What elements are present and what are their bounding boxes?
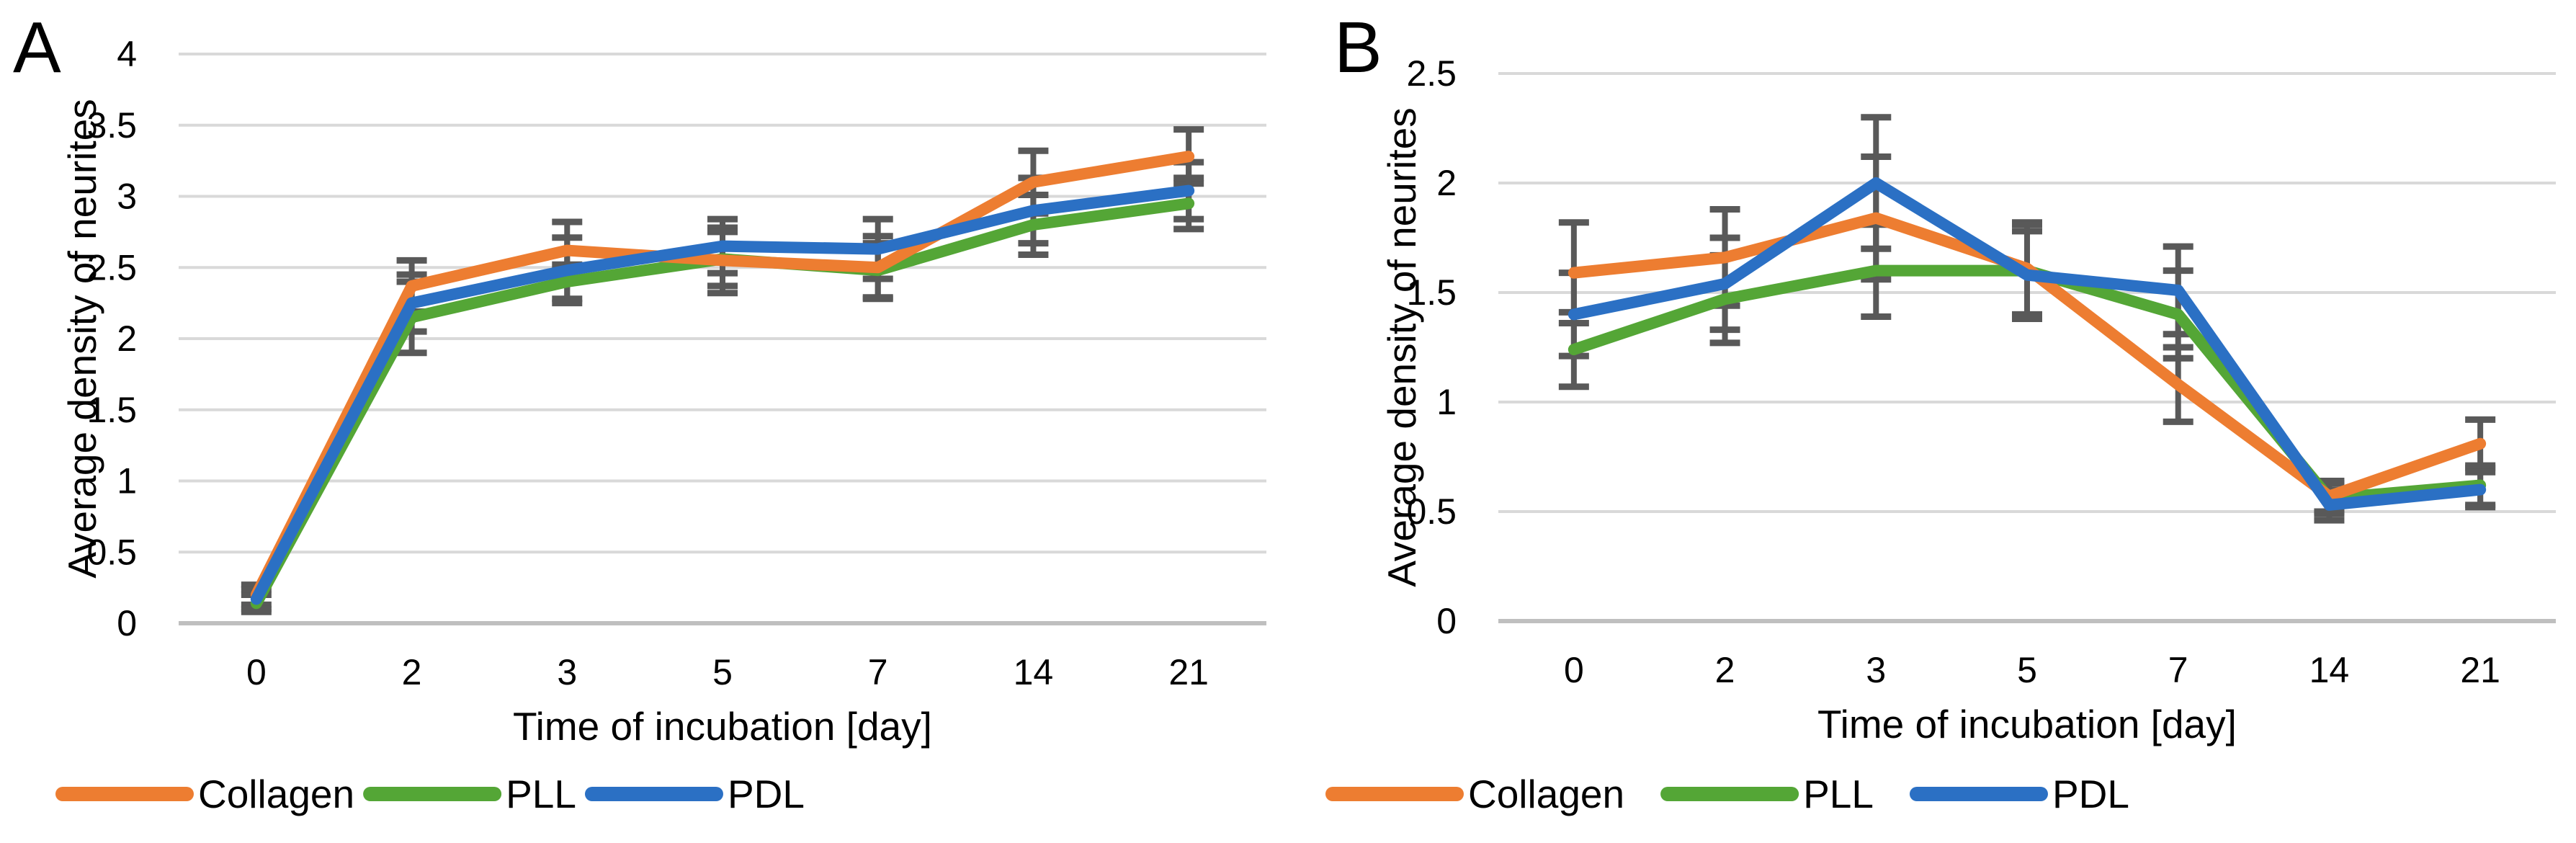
- series-line-pdl: [250, 184, 1195, 605]
- x-tick-label: 21: [1168, 652, 1209, 692]
- y-tick-label: 0.5: [1406, 491, 1457, 532]
- legend-label-collagen: Collagen: [1468, 772, 1624, 816]
- x-tick-label: 3: [1866, 650, 1886, 690]
- x-tick-label: 14: [2309, 650, 2350, 690]
- y-tick-label: 0: [1436, 601, 1457, 641]
- legend-label-pll: PLL: [1803, 772, 1874, 816]
- legend-label-pdl: PDL: [2052, 772, 2129, 816]
- legend-label-pdl: PDL: [728, 772, 805, 816]
- panel-letter: B: [1334, 7, 1382, 88]
- y-tick-label: 2.5: [1406, 53, 1457, 94]
- x-tick-label: 7: [868, 652, 888, 692]
- x-tick-label: 2: [402, 652, 422, 692]
- y-tick-label: 3: [117, 177, 137, 217]
- y-tick-label: 1: [117, 461, 137, 501]
- legend-label-pll: PLL: [506, 772, 576, 816]
- y-tick-label: 1: [1436, 382, 1457, 422]
- y-tick-label: 0: [117, 603, 137, 643]
- legend-label-collagen: Collagen: [198, 772, 354, 816]
- x-axis-title: Time of incubation [day]: [513, 704, 932, 749]
- y-tick-label: 2: [1436, 163, 1457, 203]
- x-axis-title: Time of incubation [day]: [1817, 702, 2237, 746]
- x-tick-label: 0: [246, 652, 267, 692]
- y-tick-label: 2.5: [86, 247, 137, 287]
- x-tick-label: 5: [712, 652, 733, 692]
- series-line-pdl: [1567, 177, 2487, 511]
- x-tick-label: 14: [1014, 652, 1054, 692]
- x-tick-label: 5: [2017, 650, 2037, 690]
- x-tick-label: 21: [2460, 650, 2500, 690]
- series-line-collagen: [250, 151, 1195, 601]
- error-bars-pdl: [241, 159, 1204, 612]
- error-bars-collagen: [1558, 153, 2496, 515]
- y-tick-label: 3.5: [86, 105, 137, 146]
- y-tick-label: 1.5: [86, 390, 137, 430]
- panel-a: 0 0.5 1 1.5 2 2.5 3 3.5 4 0 2 3 5 7 14 21 Time of incuba…: [13, 7, 1266, 816]
- y-axis-title: Average density of neurites: [60, 99, 104, 579]
- x-tick-label: 7: [2168, 650, 2188, 690]
- x-tick-label: 3: [557, 652, 577, 692]
- y-axis-title: Average density of neurites: [1379, 107, 1424, 587]
- y-tick-label: 2: [117, 318, 137, 359]
- panel-b: 0 0.5 1 1.5 2 2.5 0 2 3 5 7 14 21 Time of incubation …: [1325, 7, 2556, 816]
- y-tick-label: 4: [117, 34, 137, 74]
- x-tick-label: 2: [1715, 650, 1735, 690]
- y-tick-label: 0.5: [86, 532, 137, 572]
- panel-letter: A: [13, 7, 61, 88]
- y-tick-label: 1.5: [1406, 272, 1457, 313]
- x-tick-label: 0: [1564, 650, 1584, 690]
- error-bars-pdl: [1558, 114, 2496, 524]
